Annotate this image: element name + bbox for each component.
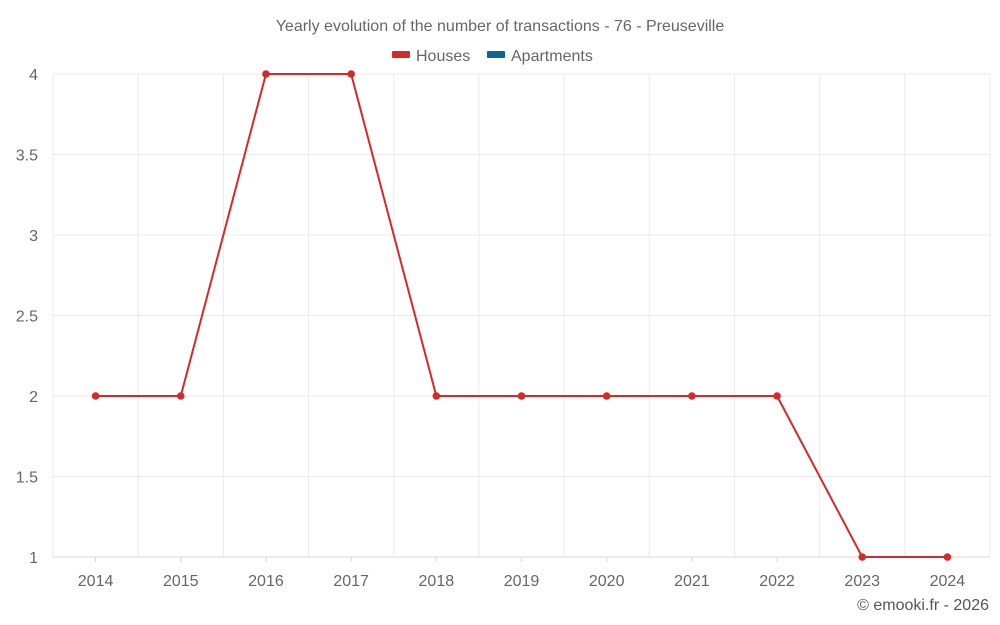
legend-label-houses: Houses [416,48,470,65]
x-tick-label: 2024 [930,573,966,590]
legend-swatch-apartments [487,51,505,58]
data-point-houses [262,70,270,78]
data-point-houses [688,392,696,400]
x-tick-label: 2016 [248,573,284,590]
footer-credit: © emooki.fr - 2026 [857,597,989,614]
y-tick-label: 3.5 [16,148,38,165]
x-tick-label: 2022 [759,573,795,590]
legend-item-houses[interactable]: Houses [392,48,470,65]
legend-swatch-houses [392,51,410,58]
data-point-houses [602,392,611,400]
x-tick-label: 2015 [163,573,199,590]
data-point-houses [773,392,781,400]
x-tick-label: 2020 [589,573,625,590]
data-point-houses [91,392,100,400]
x-tick-label: 2023 [844,573,880,590]
legend-label-apartments: Apartments [511,48,593,65]
chart-title: Yearly evolution of the number of transa… [276,18,725,35]
y-tick-label: 1.5 [16,470,38,487]
chart-legend: Houses Apartments [392,48,593,65]
x-tick-label: 2018 [419,573,455,590]
y-tick-label: 3 [29,228,38,245]
y-tick-label: 1 [29,550,38,567]
y-tick-label: 2.5 [16,309,38,326]
data-point-houses [347,70,355,78]
data-point-houses [943,553,952,561]
y-tick-label: 2 [29,389,38,406]
x-tick-label: 2021 [674,573,710,590]
x-tick-label: 2017 [333,573,369,590]
legend-item-apartments[interactable]: Apartments [487,48,593,65]
data-point-houses [176,392,185,400]
x-tick-label: 2019 [504,573,540,590]
data-point-houses [517,392,526,400]
y-tick-label: 4 [29,67,38,84]
data-point-houses [858,553,867,561]
plot-area: 1 1.5 2 2.5 3 3.5 4 2014 2015 2016 2017 2018 2019 202… [16,67,991,590]
data-point-houses [432,392,441,400]
x-tick-label: 2014 [78,573,114,590]
